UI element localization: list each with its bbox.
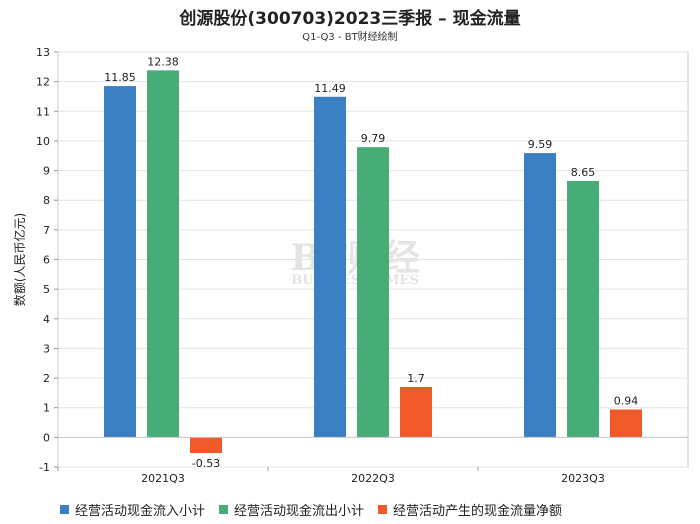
bar-value-label: 11.85	[104, 71, 136, 84]
y-tick-label: 1	[43, 402, 50, 415]
bar-value-label: 8.65	[571, 166, 596, 179]
y-tick-label: 12	[36, 76, 50, 89]
bar	[357, 147, 389, 438]
y-tick-label: 3	[43, 342, 50, 355]
y-tick-label: 7	[43, 224, 50, 237]
chart-subtitle: Q1-Q3 - BT财经绘制	[302, 32, 398, 43]
y-tick-label: 5	[43, 283, 50, 296]
legend-swatch-inflow	[60, 505, 69, 514]
chart-legend: 经营活动现金流入小计 经营活动现金流出小计 经营活动产生的现金流量净额	[60, 500, 562, 519]
bar-value-label: 9.59	[528, 138, 553, 151]
legend-item-net: 经营活动产生的现金流量净额	[378, 500, 562, 519]
x-tick-label: 2023Q3	[561, 472, 605, 485]
y-tick-label: 13	[36, 46, 50, 59]
bar-value-label: 9.79	[361, 132, 386, 145]
bar-value-label: 1.7	[407, 372, 425, 385]
bar	[400, 386, 432, 438]
y-tick-label: 8	[43, 194, 50, 207]
bar	[610, 409, 642, 438]
legend-swatch-outflow	[219, 505, 229, 514]
watermark-subtext: BUSINESSTIMES	[291, 273, 419, 288]
bar	[314, 96, 346, 438]
y-tick-label: 6	[43, 254, 50, 267]
x-tick-label: 2022Q3	[351, 472, 395, 485]
bar-value-label: 11.49	[314, 82, 346, 95]
legend-label-inflow: 经营活动现金流入小计	[75, 504, 206, 519]
bar	[524, 153, 556, 438]
y-tick-label: 9	[43, 165, 50, 178]
y-axis-label: 数额(人民币亿元)	[12, 213, 27, 306]
bar-value-label: 12.38	[147, 55, 179, 68]
bar	[567, 180, 599, 438]
bar-value-label: 0.94	[614, 394, 639, 407]
legend-label-outflow: 经营活动现金流出小计	[234, 504, 365, 519]
legend-item-outflow: 经营活动现金流出小计	[219, 500, 364, 519]
y-tick-label: 4	[43, 313, 50, 326]
watermark-text: BT财经	[290, 237, 419, 279]
x-tick-label: 2021Q3	[141, 472, 185, 485]
y-tick-label: 10	[36, 135, 50, 148]
y-tick-label: 11	[36, 105, 50, 118]
bar	[147, 70, 179, 438]
legend-swatch-net	[378, 505, 388, 514]
bar	[104, 86, 136, 438]
bar-value-label: -0.53	[192, 457, 220, 470]
legend-item-inflow: 经营活动现金流入小计	[60, 500, 205, 519]
y-tick-label: -1	[39, 461, 50, 474]
legend-label-net: 经营活动产生的现金流量净额	[393, 504, 563, 519]
bar	[190, 437, 222, 454]
y-tick-label: 2	[43, 372, 50, 385]
chart-title: 创源股份(300703)2023三季报 – 现金流量	[179, 9, 521, 29]
y-tick-label: 0	[43, 431, 50, 444]
